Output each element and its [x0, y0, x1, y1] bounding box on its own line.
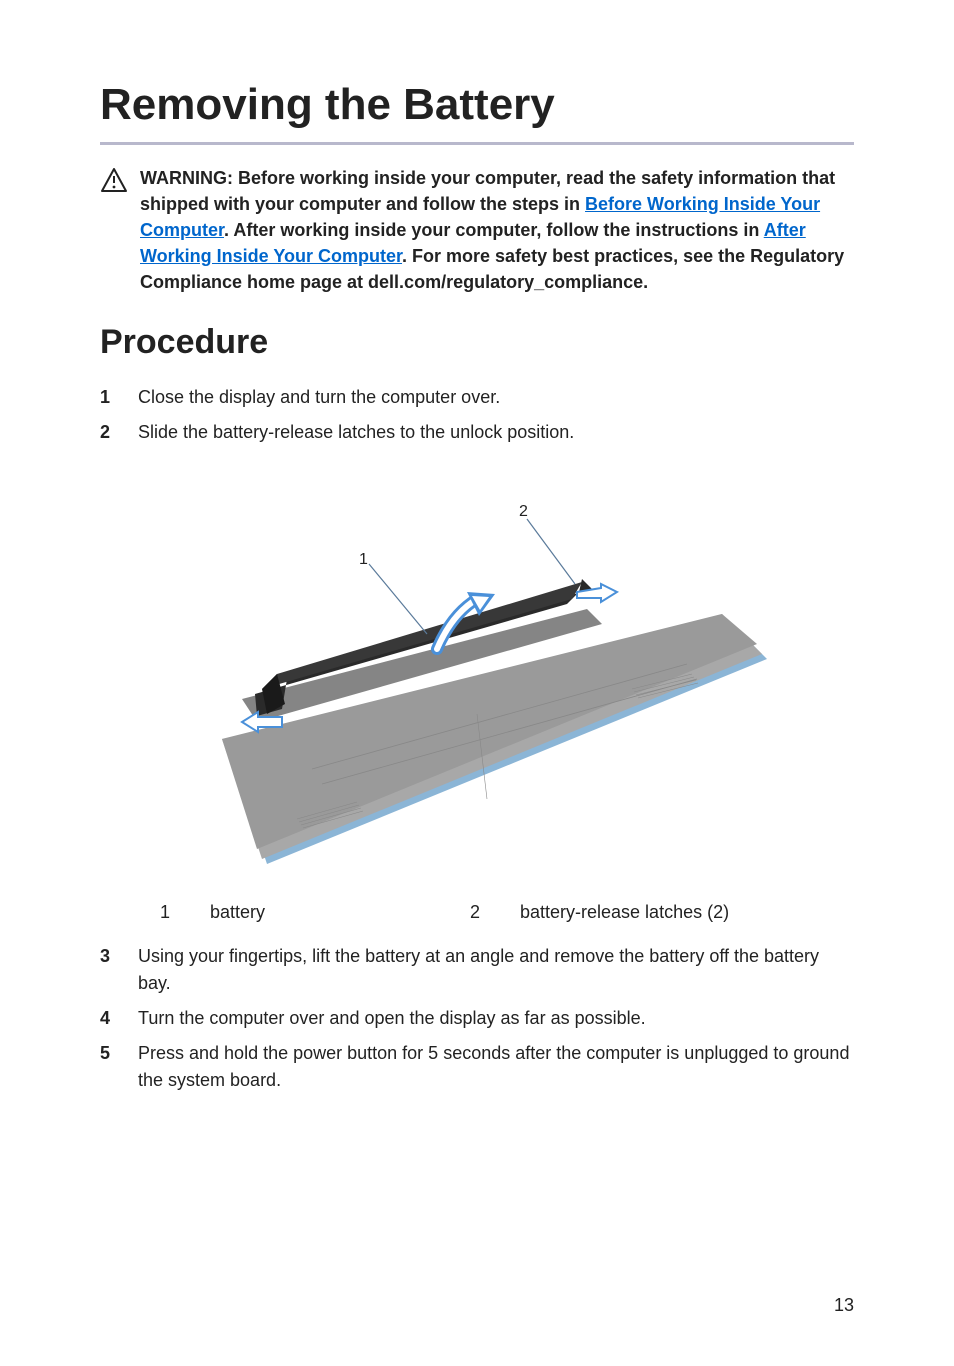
page-number: 13: [834, 1295, 854, 1316]
step-1: 1 Close the display and turn the compute…: [100, 384, 854, 411]
warning-block: WARNING: Before working inside your comp…: [100, 165, 854, 295]
step-number: 2: [100, 419, 118, 446]
figure-container: 1 2: [100, 464, 854, 884]
legend-num: 1: [160, 902, 190, 923]
step-number: 1: [100, 384, 118, 411]
warning-icon: [100, 167, 128, 295]
step-text: Slide the battery-release latches to the…: [138, 419, 854, 446]
step-4: 4 Turn the computer over and open the di…: [100, 1005, 854, 1032]
callout-2-number: 2: [519, 503, 528, 520]
step-5: 5 Press and hold the power button for 5 …: [100, 1040, 854, 1094]
step-number: 5: [100, 1040, 118, 1094]
warning-text: WARNING: Before working inside your comp…: [140, 165, 854, 295]
section-heading: Procedure: [100, 323, 854, 362]
step-text: Press and hold the power button for 5 se…: [138, 1040, 854, 1094]
figure-legend: 1 battery 2 battery-release latches (2): [160, 902, 854, 923]
procedure-steps: 1 Close the display and turn the compute…: [100, 384, 854, 446]
step-2: 2 Slide the battery-release latches to t…: [100, 419, 854, 446]
step-number: 4: [100, 1005, 118, 1032]
step-text: Turn the computer over and open the disp…: [138, 1005, 854, 1032]
step-text: Using your fingertips, lift the battery …: [138, 943, 854, 997]
legend-item-2: 2 battery-release latches (2): [470, 902, 780, 923]
laptop-battery-figure: 1 2: [167, 464, 787, 884]
legend-num: 2: [470, 902, 500, 923]
step-3: 3 Using your fingertips, lift the batter…: [100, 943, 854, 997]
legend-label: battery: [210, 902, 470, 923]
step-text: Close the display and turn the computer …: [138, 384, 854, 411]
legend-item-1: 1 battery: [160, 902, 470, 923]
page-title: Removing the Battery: [100, 80, 854, 145]
warning-part2: . After working inside your computer, fo…: [224, 220, 764, 240]
legend-label: battery-release latches (2): [520, 902, 780, 923]
procedure-steps-continued: 3 Using your fingertips, lift the batter…: [100, 943, 854, 1094]
callout-1-number: 1: [359, 551, 368, 568]
step-number: 3: [100, 943, 118, 997]
